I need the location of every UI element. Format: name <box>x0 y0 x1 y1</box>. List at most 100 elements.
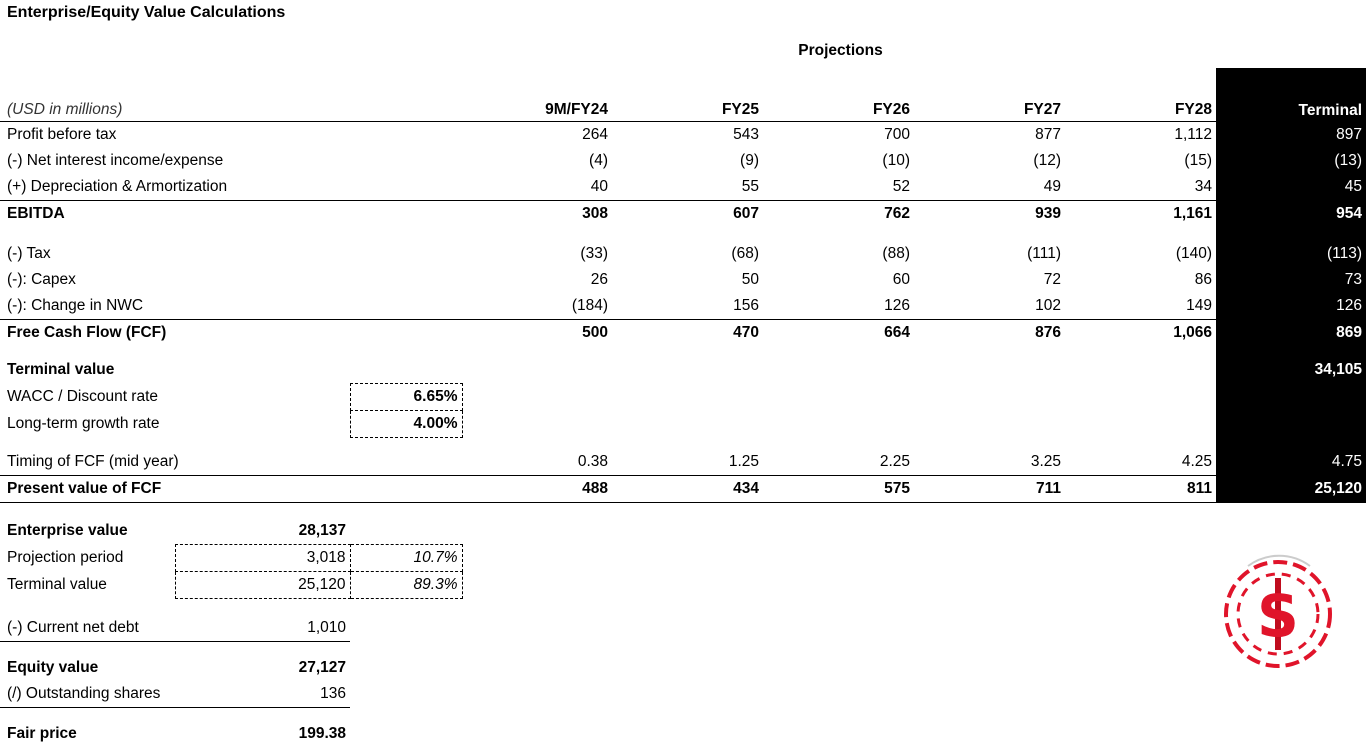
value-cell: 664 <box>884 324 910 341</box>
spacer-row <box>0 26 1366 42</box>
spacer-cell <box>175 642 350 656</box>
value-cell: (9) <box>740 152 759 169</box>
value-cell: 1,066 <box>1173 324 1212 341</box>
spacer-cell <box>914 227 1065 241</box>
value-cell: 1,161 <box>1173 205 1212 222</box>
spacer-cell <box>462 599 612 616</box>
spacer-cell <box>0 438 175 450</box>
spacer-cell <box>462 503 612 519</box>
value-cell: 939 <box>1035 205 1061 222</box>
blank <box>612 545 763 572</box>
blank <box>1065 681 1216 708</box>
blank <box>350 68 462 122</box>
blank <box>350 122 462 149</box>
column-header: FY25 <box>612 68 763 122</box>
blank <box>763 545 914 572</box>
table-row: (-): Change in NWC (184) 156 126 102 149 126 <box>0 293 1366 320</box>
projections-row: Projections <box>0 42 1366 68</box>
spacer-row <box>0 437 1366 450</box>
value-cell: 876 <box>1035 324 1061 341</box>
column-header: FY27 <box>914 68 1065 122</box>
value-cell <box>462 384 612 411</box>
input-cell[interactable]: 4.00% <box>349 410 463 438</box>
spacer-cell <box>763 642 914 656</box>
title-row: Enterprise/Equity Value Calculations <box>0 0 1366 26</box>
value-cell: 488 <box>462 475 612 503</box>
terminal-header: Terminal <box>1216 68 1366 122</box>
spacer-cell <box>462 346 612 357</box>
blank <box>612 615 763 642</box>
value-cell: 877 <box>1035 126 1061 143</box>
column-header: FY26 <box>763 68 914 122</box>
blank <box>350 267 462 293</box>
row-label: (+) Depreciation & Armortization <box>0 174 350 201</box>
spacer-cell <box>350 26 462 42</box>
value-cell <box>763 411 914 438</box>
value-cell: 72 <box>1043 271 1061 288</box>
blank <box>1065 572 1216 599</box>
blank <box>914 681 1065 708</box>
table-row: (-) Tax (33) (68) (88) (111) (140) (113) <box>0 241 1366 267</box>
blank <box>462 681 612 708</box>
spacer-cell <box>0 503 175 519</box>
spacer-cell <box>763 503 914 519</box>
value-cell <box>763 384 914 411</box>
value-cell: 52 <box>763 174 914 201</box>
summary-row: Equity value 27,127 <box>0 655 1366 681</box>
spacer-cell <box>1065 503 1216 519</box>
summary-row: (/) Outstanding shares 136 <box>0 681 1366 708</box>
blank <box>763 681 914 708</box>
spacer-cell <box>763 438 914 450</box>
spacer-cell <box>1216 227 1366 241</box>
table-row: Free Cash Flow (FCF) 500 470 664 876 1,066 869 <box>0 319 1366 347</box>
spacer-cell <box>175 599 350 616</box>
terminal-cell: 954 <box>1216 200 1366 227</box>
summary-value: 136 <box>175 681 350 708</box>
spacer-cell <box>175 227 350 241</box>
blank <box>763 572 914 599</box>
row-label: Present value of FCF <box>0 475 350 503</box>
blank <box>1065 721 1216 747</box>
summary-label: Projection period <box>7 549 124 566</box>
value-cell: 26 <box>590 271 608 288</box>
table-row: Profit before tax 264 543 700 877 1,112 897 <box>0 121 1366 149</box>
blank <box>612 655 763 681</box>
spacer-cell <box>612 708 763 722</box>
spacer-cell <box>462 708 612 722</box>
spacer-cell <box>350 708 462 722</box>
svg-text:S: S <box>1257 582 1299 650</box>
stock-info-logo: S <box>1224 554 1332 668</box>
blank <box>350 320 462 347</box>
blank <box>350 357 462 384</box>
spacer-cell <box>1065 227 1216 241</box>
summary-value: 199.38 <box>298 725 346 742</box>
terminal-cell <box>1216 410 1366 438</box>
spacer-cell <box>1065 642 1216 656</box>
spacer-cell <box>462 227 612 241</box>
value-cell: 711 <box>914 475 1065 503</box>
value-cell: 2.25 <box>763 449 914 476</box>
input-cell[interactable]: 6.65% <box>349 383 463 411</box>
blank <box>350 655 462 681</box>
spacer-cell <box>1065 438 1216 450</box>
summary-label: (/) Outstanding shares <box>0 681 175 708</box>
summary-percent: 10.7% <box>349 544 463 572</box>
terminal-cell: 869 <box>1216 319 1366 346</box>
blank <box>350 293 462 320</box>
projections-label: Projections <box>798 42 883 59</box>
spacer-cell <box>350 503 462 519</box>
blank <box>1216 721 1366 747</box>
blank <box>914 615 1065 642</box>
header-row: (USD in millions) 9M/FY24 FY25 FY26 FY27 FY28… <box>0 68 1366 122</box>
table-row: Terminal value 34,105 <box>0 357 1366 384</box>
table-row: Long-term growth rate 4.00% <box>0 410 1366 438</box>
spacer-cell <box>914 642 1065 656</box>
value-cell: 3.25 <box>914 449 1065 476</box>
spacer-cell <box>763 346 914 357</box>
blank <box>350 42 462 68</box>
terminal-cell <box>1216 383 1366 411</box>
value-cell: 762 <box>884 205 910 222</box>
spacer-cell <box>1216 503 1366 519</box>
summary-label: Terminal value <box>7 576 107 593</box>
row-label: Long-term growth rate <box>7 415 160 432</box>
